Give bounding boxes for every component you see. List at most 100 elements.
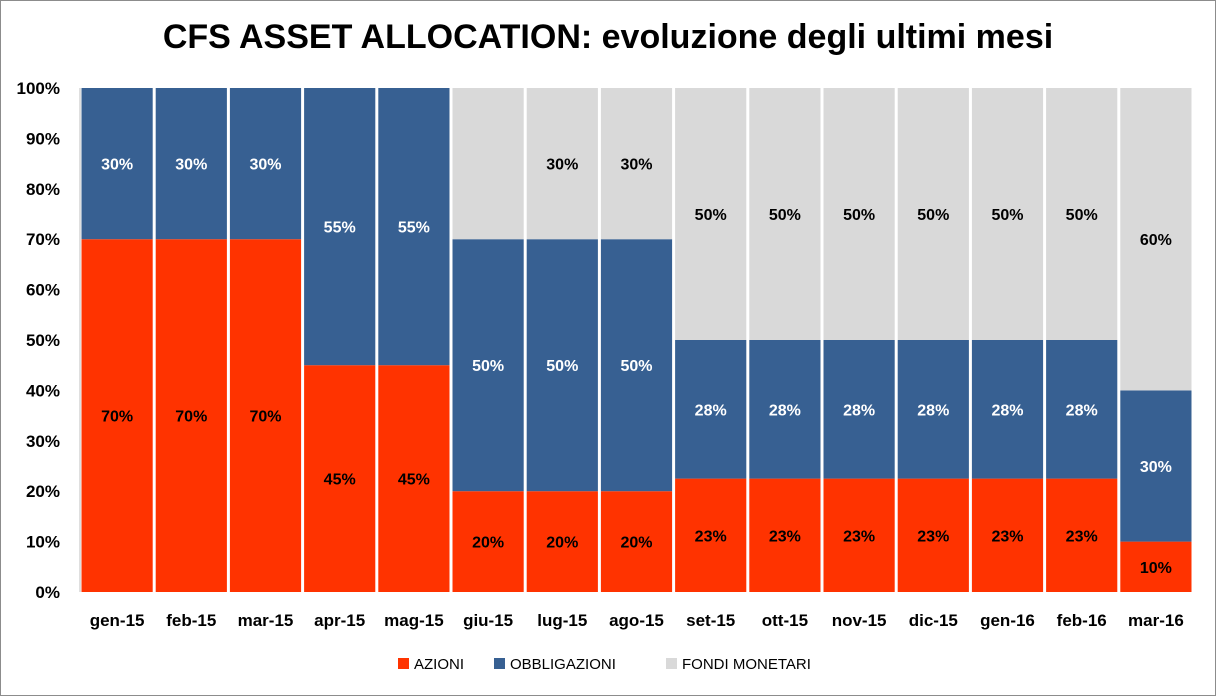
bar-segment-obbligazioni [600, 239, 673, 492]
bar-segment-fondi-monetari [600, 88, 673, 240]
data-label: 50% [695, 207, 727, 224]
bar-segment-obbligazioni [1046, 340, 1118, 479]
y-tick-label: 30% [26, 432, 60, 451]
legend-label: OBBLIGAZIONI [510, 656, 616, 673]
data-label: 23% [769, 528, 801, 545]
data-label: 28% [917, 402, 949, 419]
bar-segment-azioni [229, 239, 302, 592]
x-tick-label: feb-15 [166, 611, 216, 630]
bar-segment-azioni [81, 239, 153, 592]
x-tick-label: dic-15 [909, 611, 958, 630]
bar-segment-obbligazioni [749, 340, 821, 479]
data-label: 28% [843, 402, 875, 419]
bar-segment-obbligazioni [1120, 390, 1192, 542]
y-tick-label: 60% [26, 281, 60, 300]
data-label: 50% [620, 358, 652, 375]
bar-segment-obbligazioni [81, 88, 153, 240]
y-tick-label: 40% [26, 381, 60, 400]
data-label: 50% [1066, 207, 1098, 224]
bar-segment-azioni [526, 491, 598, 592]
data-label: 55% [324, 220, 356, 237]
data-label: 50% [991, 207, 1023, 224]
data-label: 50% [917, 207, 949, 224]
bar-segment-azioni [155, 239, 227, 592]
data-label: 20% [546, 535, 578, 552]
data-label: 28% [769, 402, 801, 419]
bar-segment-fondi-monetari [749, 88, 821, 340]
bar-segment-obbligazioni [452, 239, 524, 492]
bar-segment-azioni [452, 491, 524, 592]
x-tick-label: ago-15 [609, 611, 664, 630]
data-label: 10% [1140, 560, 1172, 577]
bar-segment-obbligazioni [526, 239, 598, 492]
bar-segment-azioni [971, 478, 1044, 592]
data-label: 30% [175, 157, 207, 174]
bar-segment-azioni [823, 478, 895, 592]
bar-segment-azioni [378, 365, 450, 592]
data-label: 60% [1140, 232, 1172, 249]
legend-swatch [494, 658, 505, 669]
data-label: 50% [769, 207, 801, 224]
data-label: 23% [991, 528, 1023, 545]
bar-segment-obbligazioni [897, 340, 969, 479]
data-label: 28% [991, 402, 1023, 419]
bar-segment-fondi-monetari [452, 88, 524, 240]
bar-segment-fondi-monetari [823, 88, 895, 340]
bar-segment-obbligazioni [971, 340, 1044, 479]
data-label: 70% [249, 409, 281, 426]
data-label: 30% [1140, 459, 1172, 476]
bar-segment-azioni [1120, 541, 1192, 592]
data-label: 45% [398, 472, 430, 489]
x-tick-label: gen-16 [980, 611, 1035, 630]
x-tick-label: nov-15 [832, 611, 887, 630]
bar-segment-azioni [600, 491, 673, 592]
data-label: 23% [843, 528, 875, 545]
data-label: 23% [1066, 528, 1098, 545]
chart-title: CFS ASSET ALLOCATION: evoluzione degli u… [162, 18, 1054, 56]
legend-swatch [666, 658, 677, 669]
bar-segment-fondi-monetari [526, 88, 598, 240]
data-label: 45% [324, 472, 356, 489]
x-tick-label: lug-15 [537, 611, 587, 630]
data-label: 23% [695, 528, 727, 545]
bar-segment-fondi-monetari [1120, 88, 1192, 391]
x-tick-label: mag-15 [384, 611, 444, 630]
bar-segment-azioni [897, 478, 969, 592]
data-label: 20% [620, 535, 652, 552]
bar-segment-azioni [1046, 478, 1118, 592]
bar-segment-obbligazioni [675, 340, 747, 479]
bar-segment-azioni [304, 365, 376, 592]
data-label: 20% [472, 535, 504, 552]
data-label: 50% [546, 358, 578, 375]
y-tick-label: 90% [26, 129, 60, 148]
bar-segment-fondi-monetari [1046, 88, 1118, 340]
x-tick-label: giu-15 [463, 611, 513, 630]
y-tick-label: 20% [26, 482, 60, 501]
y-tick-label: 80% [26, 180, 60, 199]
bar-segment-azioni [749, 478, 821, 592]
legend-label: AZIONI [414, 656, 464, 673]
legend-label: FONDI MONETARI [682, 656, 811, 673]
bar-segment-obbligazioni [378, 88, 450, 366]
data-label: 50% [472, 358, 504, 375]
bar-segment-fondi-monetari [897, 88, 969, 340]
y-tick-label: 50% [26, 331, 60, 350]
x-tick-label: mar-15 [238, 611, 294, 630]
x-tick-label: ott-15 [762, 611, 808, 630]
bar-segment-azioni [675, 478, 747, 592]
legend-swatch [398, 658, 409, 669]
y-tick-label: 100% [17, 79, 60, 98]
data-label: 55% [398, 220, 430, 237]
bar-segment-fondi-monetari [675, 88, 747, 340]
x-tick-label: feb-16 [1057, 611, 1107, 630]
bar-segment-obbligazioni [823, 340, 895, 479]
bar-segment-obbligazioni [229, 88, 302, 240]
bar-segment-obbligazioni [304, 88, 376, 366]
y-tick-label: 0% [35, 583, 60, 602]
data-label: 28% [695, 402, 727, 419]
data-label: 70% [101, 409, 133, 426]
data-label: 30% [101, 157, 133, 174]
data-label: 28% [1066, 402, 1098, 419]
data-label: 70% [175, 409, 207, 426]
